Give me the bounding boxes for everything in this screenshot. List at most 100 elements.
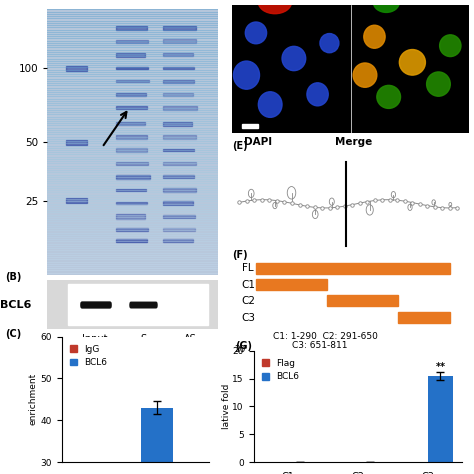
Bar [130,305,156,307]
Bar [242,124,258,128]
Legend: Flag, BCL6: Flag, BCL6 [258,356,303,385]
Bar [130,302,156,305]
Bar [232,7,347,133]
Bar [116,148,147,152]
Bar [164,122,192,126]
Ellipse shape [377,85,401,109]
Bar [116,53,145,56]
Ellipse shape [353,63,377,87]
Text: DAPI: DAPI [244,137,273,146]
Bar [66,199,87,203]
Ellipse shape [258,92,282,118]
Bar [327,295,398,306]
Bar [116,40,148,43]
Text: (B): (B) [5,272,21,282]
Y-axis label: enrichment: enrichment [28,373,37,426]
Text: (E): (E) [232,141,248,151]
Bar [141,408,173,474]
Bar [164,175,194,178]
Ellipse shape [282,46,306,71]
Text: 20: 20 [235,345,246,354]
Ellipse shape [364,25,385,48]
Bar [130,303,156,307]
Bar [130,302,156,306]
Ellipse shape [427,72,450,96]
Ellipse shape [373,0,399,12]
Bar [81,303,109,307]
Bar [130,304,156,307]
Bar [164,188,196,192]
Bar [354,7,469,133]
Text: C1: 1-290  C2: 291-650: C1: 1-290 C2: 291-650 [273,332,377,341]
Bar [116,162,148,164]
Bar [130,303,156,307]
Bar [116,189,146,191]
Bar [81,304,109,307]
Bar [116,228,148,231]
Bar [164,80,194,82]
Bar [116,202,147,204]
Bar [81,302,109,307]
Text: Merge: Merge [335,137,372,146]
Ellipse shape [258,0,292,14]
Bar [116,80,149,82]
Text: (G): (G) [235,341,252,351]
Bar [164,66,194,69]
Ellipse shape [246,22,266,44]
Bar [130,302,156,304]
Bar [68,283,208,326]
Bar [164,162,196,165]
Bar [256,263,450,274]
Bar [81,302,109,305]
Bar [81,302,109,305]
Bar [256,279,327,290]
Bar [66,66,87,71]
Bar [130,302,156,306]
Bar [66,140,87,145]
Bar [81,304,109,307]
Bar [81,305,109,307]
Text: (C): (C) [5,328,21,338]
Bar [164,92,193,96]
Bar [232,5,347,7]
Ellipse shape [320,34,339,53]
Bar [164,54,193,56]
Bar [81,303,109,307]
Bar [354,5,469,7]
Ellipse shape [399,50,426,75]
Bar [164,149,194,151]
Ellipse shape [233,61,259,89]
Text: C3: 651-811: C3: 651-811 [292,341,347,350]
Bar [428,376,453,462]
Bar [81,302,109,306]
Ellipse shape [439,35,461,56]
Bar [164,106,198,109]
Bar [164,135,196,139]
Bar [116,239,147,242]
Ellipse shape [307,83,328,106]
Bar [130,302,156,305]
Text: (F): (F) [232,250,248,260]
Bar [81,302,109,306]
Bar [116,215,145,219]
Bar [116,93,146,96]
Text: FL: FL [242,264,254,273]
Bar [164,239,193,242]
Bar [116,67,148,69]
Bar [164,39,195,44]
Bar [116,106,147,109]
Bar [116,174,149,179]
Bar [164,228,195,231]
Text: C1: C1 [242,280,256,290]
Bar [116,135,147,139]
Bar [116,122,146,125]
Bar [116,26,146,30]
Text: C3: C3 [242,313,256,323]
Bar [81,302,109,307]
Bar [81,302,109,305]
Bar [164,215,195,219]
Bar [130,302,156,306]
Bar [130,304,156,307]
Bar [130,303,156,307]
Text: BCL6: BCL6 [0,300,31,310]
